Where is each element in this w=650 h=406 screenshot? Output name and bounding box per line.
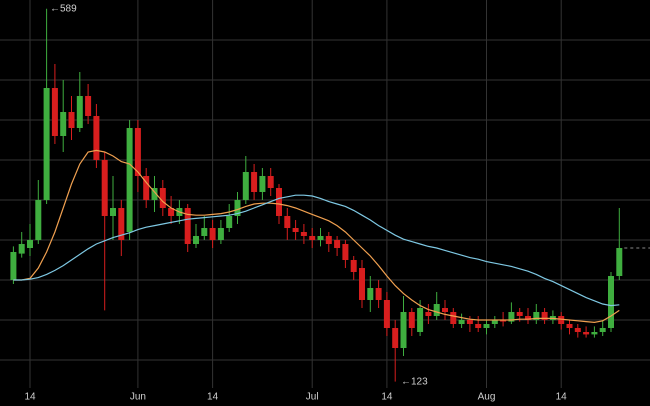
candle-body [574, 328, 581, 332]
candle-body [193, 236, 199, 244]
candle-body [408, 312, 415, 328]
candle-body [541, 312, 548, 320]
candle-body [450, 312, 457, 324]
candle-body [259, 176, 266, 192]
candle-body [85, 96, 92, 116]
x-tick-label: Jul [306, 392, 319, 403]
candle-body [342, 244, 349, 260]
candle-body [558, 316, 565, 324]
candle-body [392, 328, 399, 348]
candle-body [317, 236, 324, 240]
candle-body [276, 188, 282, 216]
candle-body [583, 332, 590, 335]
candle-body [217, 228, 224, 240]
candle-body [76, 96, 83, 128]
x-tick-label: Jun [130, 392, 146, 403]
candle-body [300, 232, 307, 236]
candle-body [475, 324, 482, 328]
x-tick-label: 14 [556, 392, 568, 403]
candle-body [134, 128, 141, 176]
candle-body [500, 320, 507, 322]
candle-body [325, 236, 332, 244]
candle-body [43, 88, 50, 200]
candle-body [599, 328, 606, 332]
candle-body [27, 240, 33, 248]
candle-body [508, 312, 515, 322]
candle-body [591, 332, 598, 335]
candle-body [608, 276, 614, 328]
candle-body [491, 320, 498, 324]
high-annotation: ←589 [50, 4, 77, 15]
candle-body [334, 240, 341, 248]
candle-body [533, 312, 540, 320]
candle-body [35, 200, 42, 240]
candle-body [209, 228, 216, 240]
candle-body [267, 176, 274, 188]
candle-body [516, 312, 523, 316]
x-tick-label: 14 [381, 392, 393, 403]
candle-body [226, 216, 233, 228]
candle-body [375, 288, 382, 300]
candle-body [359, 268, 365, 300]
candle-body [367, 288, 374, 300]
candle-body [110, 208, 116, 216]
candle-body [251, 172, 258, 192]
low-annotation: ←123 [401, 377, 428, 388]
candle-body [292, 228, 299, 232]
moving-average-line [13, 149, 620, 324]
candle-body [168, 208, 175, 216]
candle-body [234, 200, 241, 216]
x-tick-label: 14 [24, 392, 36, 403]
candle-body [68, 112, 75, 128]
candle-body [309, 236, 316, 240]
candle-body [483, 324, 490, 328]
candle-body [151, 188, 158, 200]
candle-body [466, 320, 473, 324]
candle-body [400, 312, 407, 348]
candle-body [18, 244, 25, 254]
candle-body [425, 312, 432, 316]
candle-body [201, 228, 208, 236]
candle-body [60, 112, 67, 136]
candle-body [525, 316, 531, 320]
candle-body [51, 88, 58, 136]
candle-body [458, 320, 465, 324]
moving-average-line [13, 194, 620, 307]
candle-body [417, 308, 424, 332]
candle-body [126, 128, 133, 232]
candle-body [350, 260, 357, 272]
candle-body [159, 188, 166, 208]
x-tick-label: Aug [478, 392, 496, 403]
candle-body [10, 252, 17, 280]
candle-body [242, 172, 249, 200]
candle-body [383, 300, 390, 328]
candle-body [616, 248, 623, 276]
x-tick-label: 14 [207, 392, 219, 403]
candle-body [566, 324, 573, 328]
candle-body [442, 308, 448, 312]
candle-body [184, 208, 191, 244]
candle-body [143, 176, 150, 200]
candle-body [118, 208, 125, 240]
candle-body [93, 116, 100, 160]
candle-body [433, 304, 440, 316]
candle-body [101, 160, 108, 216]
candle-body [284, 216, 291, 228]
